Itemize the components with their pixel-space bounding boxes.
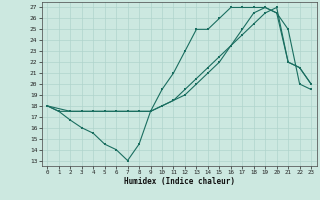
X-axis label: Humidex (Indice chaleur): Humidex (Indice chaleur)	[124, 177, 235, 186]
